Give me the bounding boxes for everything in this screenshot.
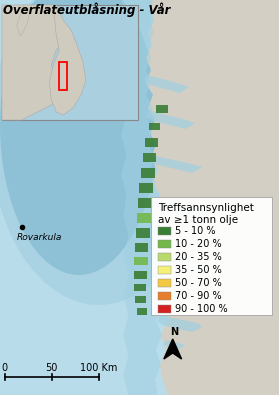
Bar [134, 257, 148, 265]
Polygon shape [144, 75, 189, 93]
Bar [139, 183, 153, 193]
Text: 20 - 35 %: 20 - 35 % [175, 252, 222, 262]
Bar [158, 253, 171, 261]
Ellipse shape [0, 0, 207, 305]
Bar [156, 105, 168, 113]
Text: 10 - 20 %: 10 - 20 % [175, 239, 221, 249]
Text: 70 - 90 %: 70 - 90 % [175, 291, 221, 301]
Bar [2, 5, 138, 120]
Polygon shape [121, 0, 163, 395]
Text: 50: 50 [46, 363, 58, 373]
Polygon shape [163, 340, 186, 349]
Bar [134, 271, 147, 279]
Bar [143, 153, 156, 162]
Polygon shape [49, 5, 86, 115]
Bar [151, 197, 272, 315]
Text: 5 - 10 %: 5 - 10 % [175, 226, 215, 236]
Bar [141, 168, 155, 178]
Text: 90 - 100 %: 90 - 100 % [175, 304, 227, 314]
Bar [134, 284, 146, 291]
Polygon shape [2, 5, 66, 120]
Bar [136, 228, 150, 238]
Bar [158, 266, 171, 274]
Bar [135, 296, 146, 303]
Bar [138, 198, 153, 208]
Bar [158, 279, 171, 287]
Polygon shape [151, 200, 212, 222]
Text: Treffsannsynlighet
av ≥1 tonn olje: Treffsannsynlighet av ≥1 tonn olje [158, 203, 254, 226]
Bar [137, 213, 152, 223]
Text: N: N [170, 327, 178, 337]
Text: 50 - 70 %: 50 - 70 % [175, 278, 222, 288]
Bar [135, 243, 148, 252]
Polygon shape [158, 315, 202, 332]
Text: 100 Km: 100 Km [80, 363, 117, 373]
Polygon shape [156, 290, 182, 300]
Text: 0: 0 [2, 363, 8, 373]
Polygon shape [146, 110, 195, 129]
Polygon shape [164, 339, 182, 359]
Bar [137, 308, 147, 315]
Bar [145, 138, 158, 147]
Text: 35 - 50 %: 35 - 50 % [175, 265, 222, 275]
Text: Rovarkula: Rovarkula [17, 233, 62, 242]
Text: Overflateutblåsning - Vår: Overflateutblåsning - Vår [3, 2, 170, 17]
Polygon shape [146, 0, 275, 395]
Bar [158, 240, 171, 248]
Polygon shape [17, 5, 32, 35]
Bar [59, 62, 67, 90]
Bar [158, 305, 171, 313]
Bar [149, 123, 160, 130]
Polygon shape [148, 155, 202, 173]
Bar [158, 227, 171, 235]
Polygon shape [153, 250, 207, 271]
Ellipse shape [0, 0, 158, 275]
Bar [158, 292, 171, 300]
